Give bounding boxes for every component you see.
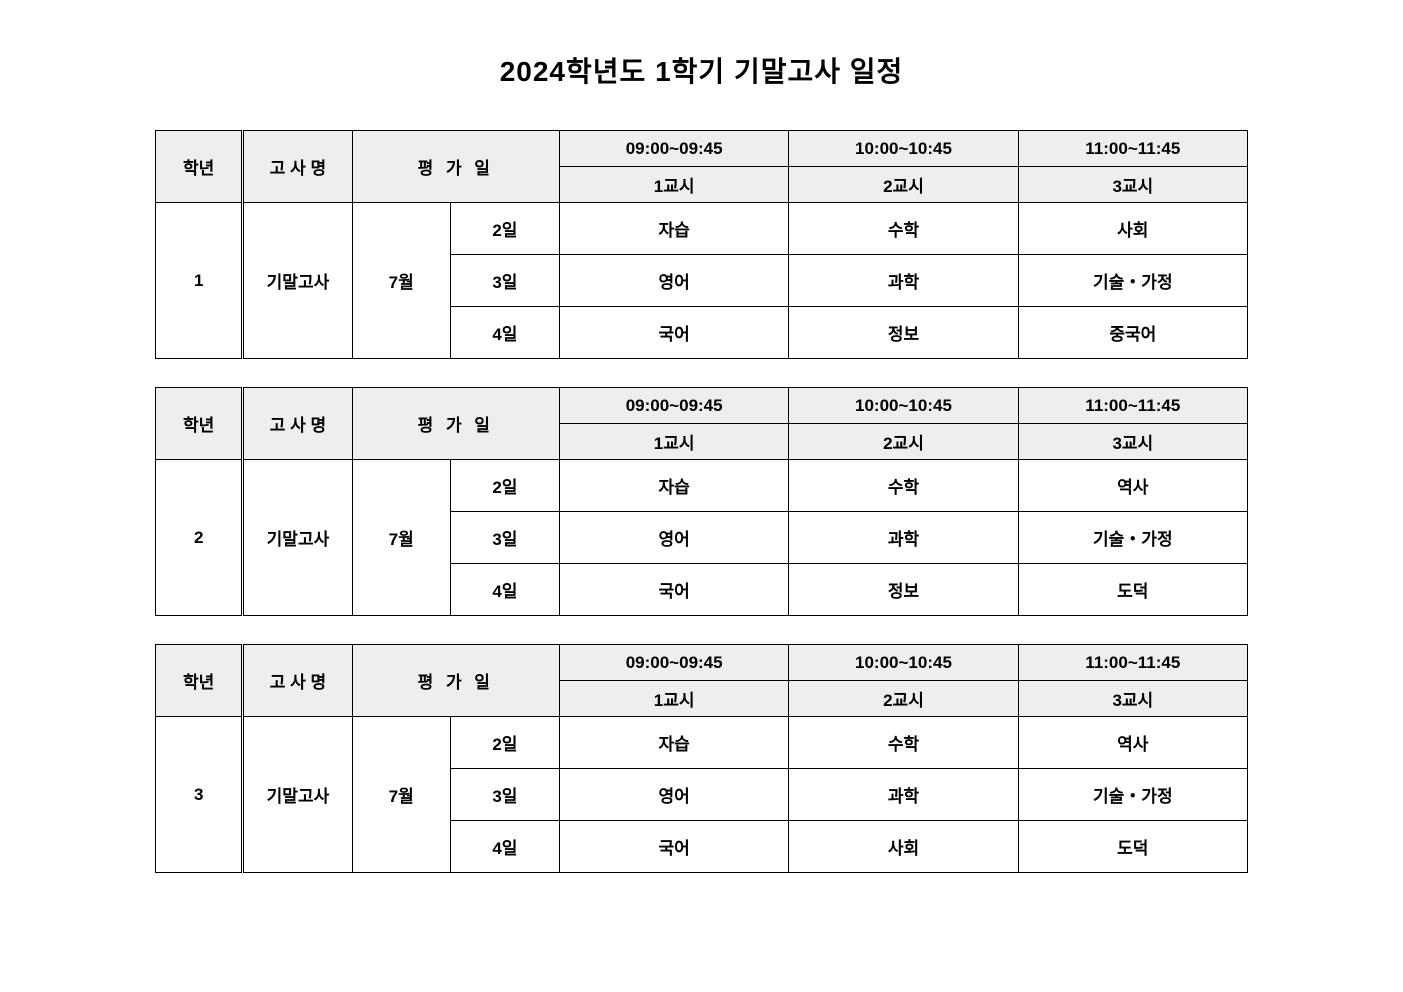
header-grade: 학년	[156, 645, 243, 717]
subject-cell: 도덕	[1018, 564, 1247, 616]
month: 7월	[352, 203, 450, 359]
day: 3일	[450, 512, 559, 564]
subject-cell: 수학	[789, 460, 1018, 512]
subject-cell: 기술・가정	[1018, 255, 1247, 307]
subject-cell: 정보	[789, 307, 1018, 359]
header-time-3: 11:00~11:45	[1018, 645, 1247, 681]
subject-cell: 수학	[789, 717, 1018, 769]
header-period-2: 2교시	[789, 424, 1018, 460]
exam-name: 기말고사	[243, 460, 352, 616]
header-exam-name: 고 사 명	[243, 645, 352, 717]
day: 4일	[450, 564, 559, 616]
header-period-3: 3교시	[1018, 424, 1247, 460]
header-period-1: 1교시	[560, 424, 789, 460]
page-title: 2024학년도 1학기 기말고사 일정	[155, 50, 1248, 90]
day: 4일	[450, 821, 559, 873]
day: 4일	[450, 307, 559, 359]
header-period-3: 3교시	[1018, 167, 1247, 203]
grade-number: 3	[156, 717, 243, 873]
schedule-table-grade-1: 학년고 사 명평 가 일09:00~09:4510:00~10:4511:00~…	[155, 130, 1248, 359]
day: 3일	[450, 769, 559, 821]
day: 2일	[450, 203, 559, 255]
subject-cell: 역사	[1018, 460, 1247, 512]
header-time-3: 11:00~11:45	[1018, 131, 1247, 167]
grade-number: 1	[156, 203, 243, 359]
day: 3일	[450, 255, 559, 307]
header-exam-name: 고 사 명	[243, 131, 352, 203]
header-time-3: 11:00~11:45	[1018, 388, 1247, 424]
day: 2일	[450, 717, 559, 769]
grade-number: 2	[156, 460, 243, 616]
subject-cell: 과학	[789, 512, 1018, 564]
subject-cell: 영어	[560, 769, 789, 821]
header-date: 평 가 일	[352, 131, 559, 203]
subject-cell: 과학	[789, 769, 1018, 821]
subject-cell: 자습	[560, 717, 789, 769]
header-time-1: 09:00~09:45	[560, 131, 789, 167]
schedule-table-grade-2: 학년고 사 명평 가 일09:00~09:4510:00~10:4511:00~…	[155, 387, 1248, 616]
month: 7월	[352, 717, 450, 873]
subject-cell: 사회	[789, 821, 1018, 873]
subject-cell: 국어	[560, 564, 789, 616]
subject-cell: 과학	[789, 255, 1018, 307]
header-exam-name: 고 사 명	[243, 388, 352, 460]
day: 2일	[450, 460, 559, 512]
subject-cell: 기술・가정	[1018, 512, 1247, 564]
subject-cell: 정보	[789, 564, 1018, 616]
header-period-3: 3교시	[1018, 681, 1247, 717]
header-time-2: 10:00~10:45	[789, 645, 1018, 681]
subject-cell: 국어	[560, 307, 789, 359]
header-time-2: 10:00~10:45	[789, 131, 1018, 167]
header-date: 평 가 일	[352, 645, 559, 717]
header-period-2: 2교시	[789, 167, 1018, 203]
subject-cell: 수학	[789, 203, 1018, 255]
subject-cell: 자습	[560, 203, 789, 255]
header-period-1: 1교시	[560, 167, 789, 203]
subject-cell: 기술・가정	[1018, 769, 1247, 821]
header-period-2: 2교시	[789, 681, 1018, 717]
subject-cell: 도덕	[1018, 821, 1247, 873]
exam-name: 기말고사	[243, 203, 352, 359]
exam-name: 기말고사	[243, 717, 352, 873]
header-period-1: 1교시	[560, 681, 789, 717]
subject-cell: 영어	[560, 512, 789, 564]
header-date: 평 가 일	[352, 388, 559, 460]
subject-cell: 자습	[560, 460, 789, 512]
subject-cell: 영어	[560, 255, 789, 307]
subject-cell: 사회	[1018, 203, 1247, 255]
schedule-table-grade-3: 학년고 사 명평 가 일09:00~09:4510:00~10:4511:00~…	[155, 644, 1248, 873]
schedule-container: 학년고 사 명평 가 일09:00~09:4510:00~10:4511:00~…	[155, 130, 1248, 873]
month: 7월	[352, 460, 450, 616]
subject-cell: 국어	[560, 821, 789, 873]
header-time-2: 10:00~10:45	[789, 388, 1018, 424]
subject-cell: 역사	[1018, 717, 1247, 769]
header-time-1: 09:00~09:45	[560, 388, 789, 424]
header-time-1: 09:00~09:45	[560, 645, 789, 681]
header-grade: 학년	[156, 388, 243, 460]
subject-cell: 중국어	[1018, 307, 1247, 359]
header-grade: 학년	[156, 131, 243, 203]
